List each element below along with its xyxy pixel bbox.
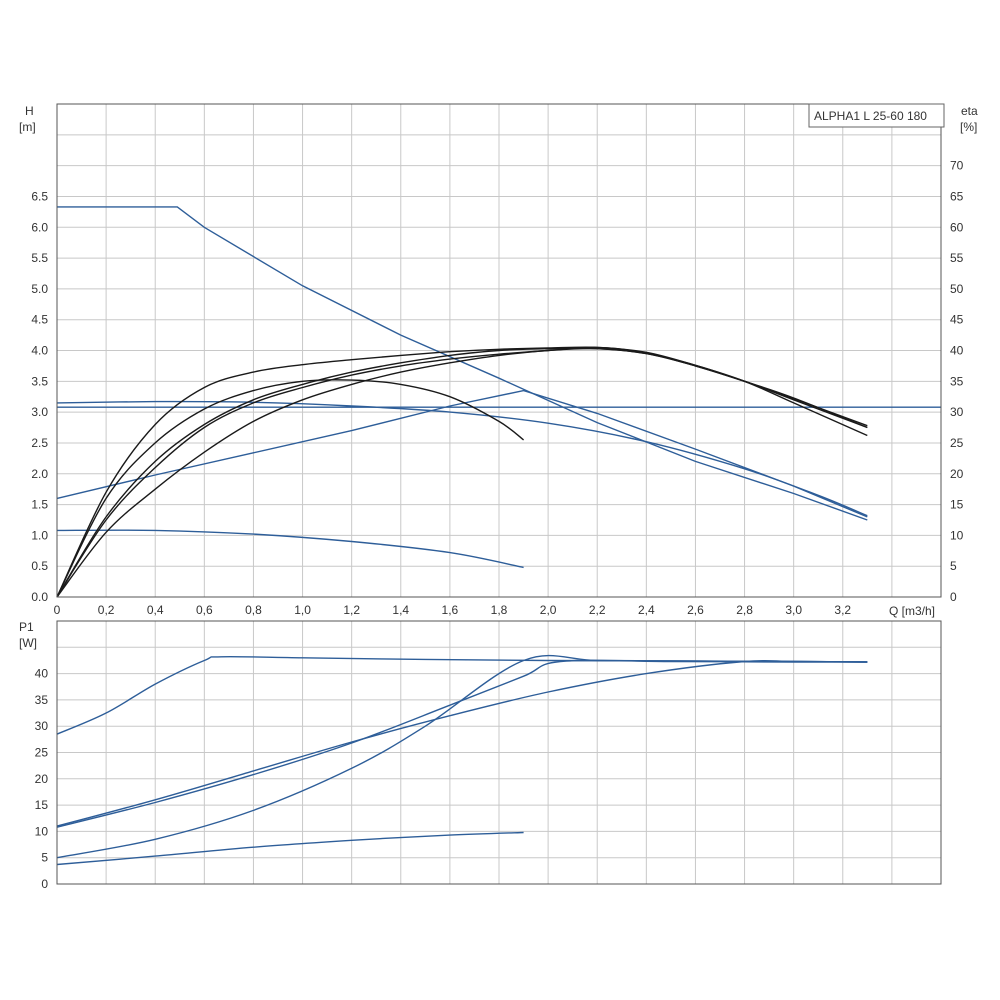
flow-tick-label: 1,2 <box>343 603 360 617</box>
efficiency-tick-label: 0 <box>950 590 957 604</box>
power-curves <box>56 654 868 866</box>
efficiency-tick-label: 65 <box>950 189 964 203</box>
power-axis-unit: [W] <box>19 636 37 650</box>
head-tick-label: 0.5 <box>31 559 48 573</box>
flow-tick-label: 2,8 <box>736 603 753 617</box>
flow-axis-ticks: 0 0,2 0,4 0,6 0,8 1,0 1,2 1,4 1,6 1,8 2,0 2,2 2,4 2,6… <box>54 603 852 617</box>
flow-tick-label: 3,0 <box>785 603 802 617</box>
efficiency-tick-label: 25 <box>950 436 964 450</box>
power-curve <box>56 654 868 859</box>
head-tick-label: 6.5 <box>31 189 48 203</box>
head-tick-label: 5.0 <box>31 282 48 296</box>
flow-tick-label: 2,4 <box>638 603 655 617</box>
head-axis-ticks: 0.0 0.5 1.0 1.5 2.0 2.5 3.0 3.5 4.0 4.5 5.0 5.5 6.0 6… <box>31 189 48 604</box>
head-efficiency-plot-frame <box>56 103 942 598</box>
power-curve <box>56 659 868 828</box>
power-tick-label: 10 <box>35 824 49 838</box>
head-curve <box>56 389 868 518</box>
head-tick-label: 1.5 <box>31 498 48 512</box>
head-curve <box>57 206 868 521</box>
head-tick-label: 4.0 <box>31 344 48 358</box>
efficiency-tick-label: 60 <box>950 220 964 234</box>
efficiency-tick-label: 70 <box>950 159 964 173</box>
head-tick-label: 1.0 <box>31 528 48 542</box>
power-curve <box>56 655 868 735</box>
head-tick-label: 3.0 <box>31 405 48 419</box>
head-tick-label: 2.0 <box>31 467 48 481</box>
efficiency-axis-ticks: 0 5 10 15 20 25 30 35 40 45 50 55 60 65 70 <box>950 159 964 604</box>
flow-axis-label: Q [m3/h] <box>889 604 935 618</box>
power-curve <box>56 659 868 827</box>
efficiency-curve <box>56 346 868 598</box>
flow-tick-label: 1,4 <box>392 603 409 617</box>
power-panel: 0 5 10 15 20 25 30 35 40 P1 [W] <box>19 620 942 891</box>
pump-model-legend-box <box>808 103 945 128</box>
efficiency-axis-unit: [%] <box>960 120 977 134</box>
flow-tick-label: 1,6 <box>442 603 459 617</box>
power-plot-frame <box>56 620 942 885</box>
head-efficiency-curves <box>56 206 941 598</box>
power-tick-label: 20 <box>35 772 49 786</box>
flow-tick-label: 0,8 <box>245 603 262 617</box>
efficiency-tick-label: 35 <box>950 374 964 388</box>
efficiency-tick-label: 20 <box>950 467 964 481</box>
power-tick-label: 5 <box>41 851 48 865</box>
efficiency-curve <box>56 347 868 598</box>
flow-tick-label: 0,6 <box>196 603 213 617</box>
power-axis-name: P1 <box>19 620 34 634</box>
head-tick-label: 4.5 <box>31 313 48 327</box>
efficiency-tick-label: 50 <box>950 282 964 296</box>
flow-tick-label: 1,8 <box>491 603 508 617</box>
flow-tick-label: 2,2 <box>589 603 606 617</box>
head-efficiency-grid <box>56 104 942 598</box>
efficiency-axis-name: eta <box>961 104 978 118</box>
flow-tick-label: 3,2 <box>834 603 851 617</box>
power-tick-label: 15 <box>35 798 49 812</box>
power-tick-label: 35 <box>35 693 49 707</box>
power-tick-label: 40 <box>35 667 49 681</box>
flow-tick-label: 2,0 <box>540 603 557 617</box>
efficiency-tick-label: 10 <box>950 528 964 542</box>
head-curve <box>56 529 524 569</box>
head-tick-label: 2.5 <box>31 436 48 450</box>
efficiency-curve <box>56 346 868 598</box>
efficiency-tick-label: 5 <box>950 559 957 573</box>
efficiency-tick-label: 30 <box>950 405 964 419</box>
flow-tick-label: 0,2 <box>98 603 115 617</box>
power-tick-label: 30 <box>35 719 49 733</box>
efficiency-curve <box>56 347 868 598</box>
head-tick-label: 0.0 <box>31 590 48 604</box>
head-tick-label: 5.5 <box>31 251 48 265</box>
head-axis-unit: [m] <box>19 120 36 134</box>
efficiency-tick-label: 45 <box>950 313 964 327</box>
head-efficiency-panel: 0 0,2 0,4 0,6 0,8 1,0 1,2 1,4 1,6 1,8 2,0 2,2 2,4 2,6… <box>19 103 978 618</box>
efficiency-tick-label: 55 <box>950 251 964 265</box>
head-tick-label: 6.0 <box>31 220 48 234</box>
flow-tick-label: 0,4 <box>147 603 164 617</box>
flow-tick-label: 1,0 <box>294 603 311 617</box>
efficiency-tick-label: 40 <box>950 344 964 358</box>
head-tick-label: 3.5 <box>31 374 48 388</box>
efficiency-curve <box>56 379 525 598</box>
power-axis-ticks: 0 5 10 15 20 25 30 35 40 <box>35 667 49 891</box>
pump-model-title: ALPHA1 L 25-60 180 <box>814 109 927 123</box>
flow-tick-label: 0 <box>54 603 61 617</box>
flow-tick-label: 2,6 <box>687 603 704 617</box>
head-axis-name: H <box>25 104 34 118</box>
power-curve <box>56 831 524 866</box>
head-curve <box>56 400 868 517</box>
efficiency-tick-label: 15 <box>950 498 964 512</box>
power-tick-label: 0 <box>41 877 48 891</box>
power-tick-label: 25 <box>35 746 49 760</box>
